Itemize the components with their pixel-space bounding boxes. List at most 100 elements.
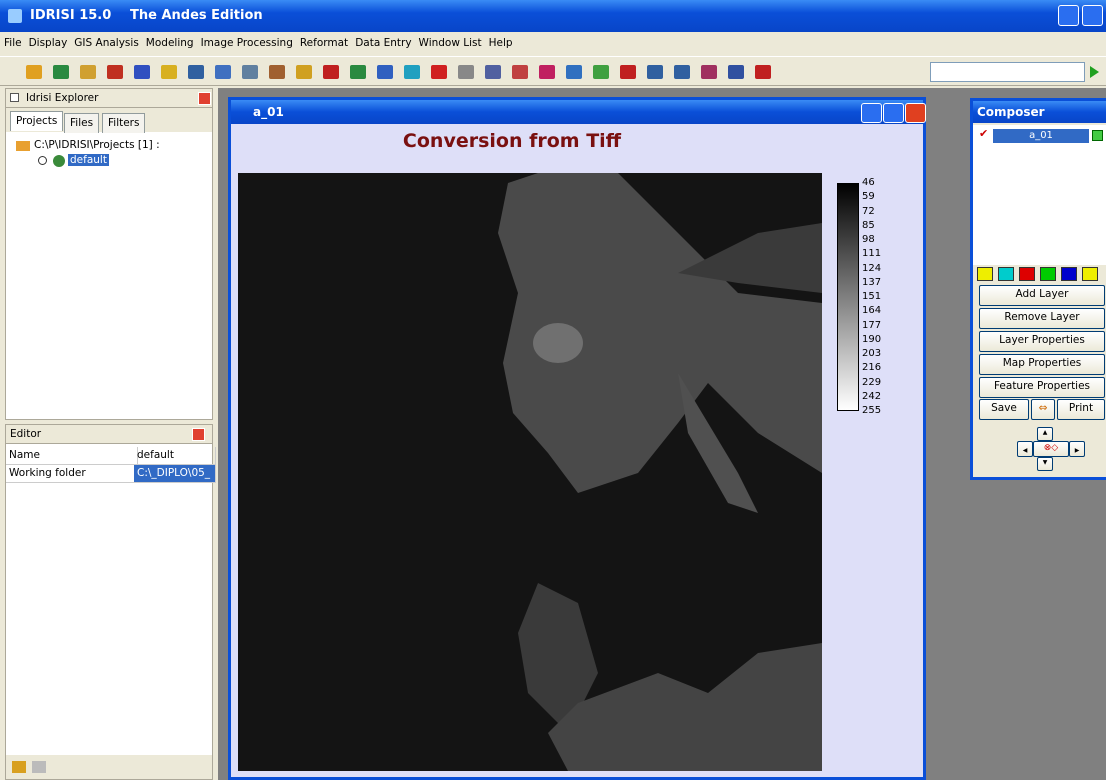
project-icon [53, 155, 65, 167]
legend-label: 255 [862, 405, 882, 416]
tree-root[interactable]: C:\P\IDRISI\Projects [1] : [34, 139, 160, 151]
toolbar-button[interactable] [458, 65, 474, 79]
restore-button[interactable] [1082, 5, 1103, 26]
edit-icon[interactable] [32, 761, 46, 773]
menu-item[interactable]: Display [28, 37, 68, 49]
toolbar-button[interactable] [161, 65, 177, 79]
nav-down[interactable]: ▼ [1037, 457, 1053, 471]
toolbar-button[interactable] [539, 65, 555, 79]
layer-icon [1092, 130, 1103, 141]
toolbar-button[interactable] [377, 65, 393, 79]
land-mass [678, 373, 758, 513]
land-mass [518, 583, 598, 733]
maximize-button[interactable] [883, 103, 904, 123]
legend-label: 177 [862, 319, 882, 331]
minimize-button[interactable] [861, 103, 882, 123]
property-value: default [134, 447, 216, 465]
save-button[interactable]: Save [979, 399, 1029, 420]
property-grid: Name default Working folder C:\_DIPLO\05_ [6, 447, 216, 487]
menu-item[interactable]: GIS Analysis [74, 37, 139, 49]
toolbar-button[interactable] [323, 65, 339, 79]
color-buttons [977, 267, 1106, 283]
editor-header: Editor [6, 425, 212, 444]
legend-label: 98 [862, 234, 875, 245]
layer-item[interactable]: a_01 [993, 129, 1089, 143]
tab[interactable]: Files [64, 113, 100, 133]
legend-label: 59 [862, 191, 875, 203]
close-button[interactable] [905, 103, 926, 123]
minimize-button[interactable] [1058, 5, 1079, 26]
color-button[interactable] [977, 267, 993, 281]
visible-check[interactable]: ✔ [979, 127, 989, 140]
nav-right[interactable]: ▶ [1069, 441, 1085, 457]
menu-item[interactable]: Window List [418, 37, 482, 49]
composer-button[interactable]: Layer Properties [979, 331, 1105, 352]
composer-title: Composer [977, 105, 1045, 119]
map-window: a_01 Conversion from Tiff 46 59 72 85 98 111 1… [228, 97, 926, 780]
close-button[interactable] [198, 92, 211, 105]
toolbar-button[interactable] [701, 65, 717, 79]
toolbar-button[interactable] [431, 65, 447, 79]
app-edition: The Andes Edition [130, 8, 263, 23]
toolbar-button[interactable] [350, 65, 366, 79]
collapse-box[interactable] [10, 93, 19, 102]
toolbar-button[interactable] [620, 65, 636, 79]
toolbar-button[interactable] [134, 65, 150, 79]
property-value[interactable]: C:\_DIPLO\05_ [134, 465, 216, 483]
toolbar-button[interactable] [674, 65, 690, 79]
toolbar-button[interactable] [26, 65, 42, 79]
toolbar-button[interactable] [755, 65, 771, 79]
toolbar-button[interactable] [107, 65, 123, 79]
color-button[interactable] [1061, 267, 1077, 281]
composer-button[interactable]: Map Properties [979, 354, 1105, 375]
toolbar-button[interactable] [296, 65, 312, 79]
menu-item[interactable]: Help [488, 37, 513, 49]
menu-item[interactable]: File [4, 37, 22, 49]
explorer-header: Idrisi Explorer [6, 89, 212, 108]
color-button[interactable] [1040, 267, 1056, 281]
composer-button[interactable]: Remove Layer [979, 308, 1105, 329]
toolbar-button[interactable] [593, 65, 609, 79]
toolbar-button[interactable] [188, 65, 204, 79]
menu-item[interactable]: Modeling [145, 37, 194, 49]
toolbar-button[interactable] [728, 65, 744, 79]
layer-list: ✔ a_01 [973, 125, 1106, 265]
pan-button[interactable]: ⇔ [1031, 399, 1055, 420]
color-button[interactable] [998, 267, 1014, 281]
toolbar-button[interactable] [566, 65, 582, 79]
tab[interactable]: Filters [102, 113, 146, 133]
toolbar-button[interactable] [242, 65, 258, 79]
menu-item[interactable]: Image Processing [200, 37, 293, 49]
folder-icon [16, 141, 30, 151]
toolbar-button[interactable] [53, 65, 69, 79]
close-button[interactable] [192, 428, 205, 441]
print-button[interactable]: Print [1057, 399, 1105, 420]
toolbar-button[interactable] [215, 65, 231, 79]
toolbar-button[interactable] [512, 65, 528, 79]
raster-image [238, 173, 822, 771]
toolbar-button[interactable] [269, 65, 285, 79]
combo-box[interactable] [930, 62, 1085, 82]
composer-header: Composer [973, 101, 1106, 123]
composer-button[interactable]: Add Layer [979, 285, 1105, 306]
nav-left[interactable]: ◀ [1017, 441, 1033, 457]
tree-child[interactable]: default [68, 154, 109, 166]
menu-item[interactable]: Reformat [299, 37, 349, 49]
toolbar-button[interactable] [485, 65, 501, 79]
radio[interactable] [38, 156, 47, 165]
composer-button[interactable]: Feature Properties [979, 377, 1105, 398]
menu-item[interactable]: Data Entry [355, 37, 412, 49]
new-icon[interactable] [12, 761, 26, 773]
toolbar-button[interactable] [404, 65, 420, 79]
tab[interactable]: Projects [10, 111, 64, 131]
legend-label: 229 [862, 376, 882, 388]
toolbar-button[interactable] [647, 65, 663, 79]
navigation-pad: ▲ ◀ ⊗◇ ▶ ▼ [1017, 425, 1085, 475]
color-button[interactable] [1082, 267, 1098, 281]
nav-up[interactable]: ▲ [1037, 427, 1053, 441]
run-button[interactable] [1090, 66, 1099, 78]
toolbar-button[interactable] [80, 65, 96, 79]
nav-center[interactable]: ⊗◇ [1033, 441, 1069, 457]
color-button[interactable] [1019, 267, 1035, 281]
composer-buttons: Add Layer Remove Layer Layer Properties Map… [973, 285, 1106, 405]
